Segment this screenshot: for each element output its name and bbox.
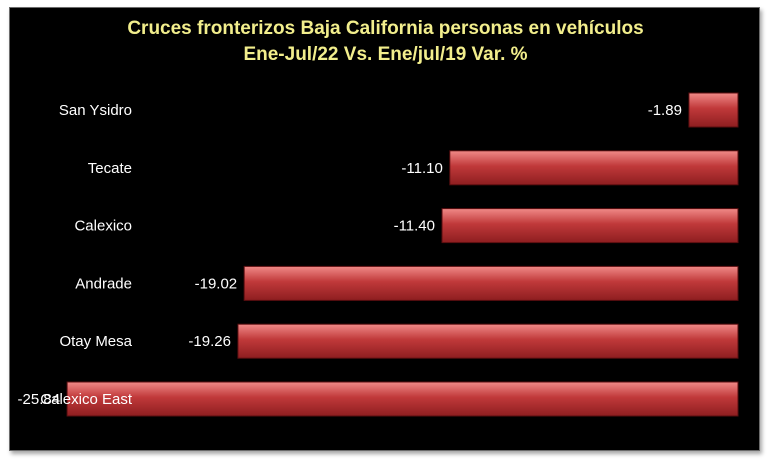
data-label: -19.26 xyxy=(188,333,231,350)
data-label: -1.89 xyxy=(648,102,682,119)
category-label: San Ysidro xyxy=(59,102,132,119)
data-label: -19.02 xyxy=(195,275,238,292)
chart-title: Cruces fronterizos Baja California perso… xyxy=(127,18,644,39)
data-label: -11.10 xyxy=(401,160,442,177)
category-label: Otay Mesa xyxy=(59,333,132,350)
bar-otay-mesa xyxy=(237,323,739,359)
chart-subtitle: Ene-Jul/22 Vs. Ene/jul/19 Var. % xyxy=(243,44,528,65)
category-label: Calexico East xyxy=(40,391,133,408)
bar-calexico xyxy=(441,208,739,244)
bar-andrade xyxy=(243,265,739,301)
bar-calexico-east xyxy=(66,381,739,417)
category-label: Andrade xyxy=(75,275,132,292)
bar-tecate xyxy=(449,150,739,186)
category-label: Calexico xyxy=(74,218,132,235)
chart-title-block: Cruces fronterizos Baja California perso… xyxy=(0,16,771,68)
category-label: Tecate xyxy=(88,160,132,177)
data-label: -11.40 xyxy=(394,218,435,235)
bar-san-ysidro xyxy=(688,92,739,128)
data-label: -25.84 xyxy=(18,391,61,408)
